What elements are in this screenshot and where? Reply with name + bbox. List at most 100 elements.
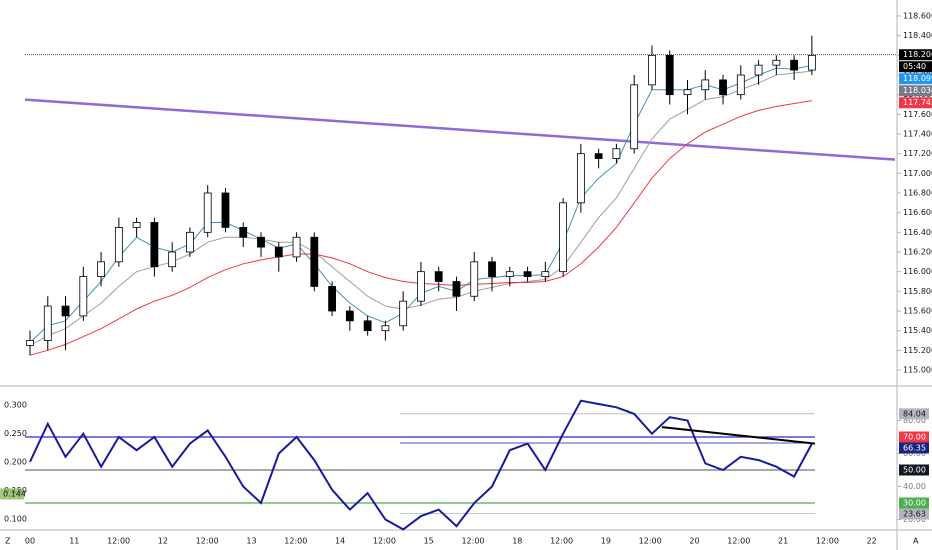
- x-tick-label: 12:00: [639, 537, 662, 546]
- x-tick-label: 21: [778, 537, 788, 546]
- candle-body: [61, 305, 70, 317]
- x-tick-label: 12:00: [373, 537, 396, 546]
- candle-body: [310, 236, 319, 287]
- level-label-box: [899, 442, 929, 454]
- x-tick-label: 12:00: [196, 537, 219, 546]
- x-tick-label: 14: [335, 537, 345, 546]
- price-label: 117.743: [903, 98, 932, 107]
- x-tick-label: 15: [424, 537, 434, 546]
- price-label: 118.206: [903, 50, 932, 59]
- rsi-trendline: [661, 426, 816, 445]
- trendline: [24, 98, 896, 161]
- candle-body: [488, 261, 496, 277]
- candle-body: [274, 246, 283, 258]
- x-tick-label: 22: [867, 537, 877, 546]
- y2-label-box: [0, 488, 24, 500]
- price-label: 05:40: [903, 62, 926, 71]
- x-tick-label: 12:00: [284, 537, 307, 546]
- candle-body: [363, 320, 372, 332]
- y-tick-label: 115.400: [903, 326, 932, 335]
- candle-body: [399, 300, 408, 327]
- candle-body: [417, 271, 425, 302]
- candle-body: [772, 59, 781, 66]
- x-tick-label: 12:00: [816, 537, 839, 546]
- rsi-line: [29, 399, 813, 531]
- y-tick-label: 116.600: [903, 208, 932, 217]
- y-tick-label: 117.000: [903, 169, 932, 178]
- x-tick-label: 13: [246, 537, 256, 546]
- candle-body: [523, 271, 532, 277]
- y-tick-label: 116.400: [903, 228, 932, 237]
- candle-body: [683, 89, 692, 96]
- candle-body: [257, 236, 265, 248]
- candle-body: [807, 54, 816, 71]
- y-tick-label: 80.00: [903, 416, 926, 425]
- corner-left: Z: [5, 537, 11, 546]
- candle-body: [701, 79, 710, 91]
- candle-body: [576, 153, 585, 204]
- candle-body: [665, 54, 674, 96]
- price-label: 118.099: [903, 74, 932, 83]
- y-tick-label: 40.00: [903, 482, 926, 491]
- level-label-box: [899, 508, 929, 520]
- y2-tick-label: 0.250: [4, 429, 27, 438]
- y-tick-label: 117.200: [903, 149, 932, 158]
- y-tick-label: 115.000: [903, 366, 932, 375]
- price-label-box: [899, 49, 932, 61]
- y-tick-label: 115.800: [903, 287, 932, 296]
- candle-body: [719, 79, 727, 96]
- candle-body: [79, 276, 88, 317]
- x-tick-label: 20: [689, 537, 699, 546]
- price-label-box: [899, 85, 932, 97]
- candle-body: [97, 261, 105, 277]
- candle-body: [168, 251, 177, 268]
- candle-body: [203, 192, 212, 233]
- candle-body: [630, 84, 639, 150]
- level-label: 84.04: [903, 409, 926, 418]
- price-label-box: [899, 61, 932, 73]
- candle-body: [736, 74, 745, 96]
- y2-label: 0.144: [3, 489, 26, 498]
- x-tick-label: 12:00: [107, 537, 130, 546]
- y-tick-label: 116.200: [903, 248, 932, 257]
- level-label: 30.00: [903, 499, 926, 508]
- level-label-box: [899, 431, 929, 443]
- x-tick-label: 11: [69, 537, 79, 546]
- candle-body: [345, 310, 354, 322]
- candle-body: [114, 227, 123, 263]
- level-label: 66.35: [903, 444, 926, 453]
- x-tick-label: 12:00: [461, 537, 484, 546]
- price-label-box: [899, 97, 932, 109]
- x-tick-label: 19: [601, 537, 611, 546]
- y2-tick-label: 0.200: [4, 458, 27, 467]
- candle-body: [221, 192, 230, 228]
- y-tick-label: 118.400: [903, 31, 932, 40]
- y-tick-label: 116.000: [903, 267, 932, 276]
- y-tick-label: 116.800: [903, 189, 932, 198]
- corner-right: A: [913, 537, 919, 546]
- candle-body: [150, 222, 159, 268]
- candle-body: [381, 325, 390, 332]
- y-tick-label: 115.600: [903, 307, 932, 316]
- x-tick-label: 18: [512, 537, 522, 546]
- x-tick-label: 12:00: [727, 537, 750, 546]
- candle-body: [541, 271, 550, 277]
- candle-body: [452, 281, 461, 297]
- candle-body: [239, 227, 248, 238]
- y2-tick-label: 0.100: [4, 515, 27, 524]
- level-label: 50.00: [903, 466, 926, 475]
- candle-body: [292, 236, 301, 258]
- candle-body: [43, 305, 52, 341]
- level-label-box: [899, 464, 929, 476]
- level-label-box: [899, 408, 929, 420]
- candle-body: [594, 153, 603, 159]
- candle-body: [328, 286, 336, 312]
- candle-body: [434, 271, 443, 282]
- candle-body: [648, 54, 656, 86]
- price-label: 118.036: [903, 86, 932, 95]
- y2-tick-label: 0.300: [4, 401, 27, 410]
- y-tick-label: 117.400: [903, 130, 932, 139]
- x-tick-label: 00: [25, 537, 35, 546]
